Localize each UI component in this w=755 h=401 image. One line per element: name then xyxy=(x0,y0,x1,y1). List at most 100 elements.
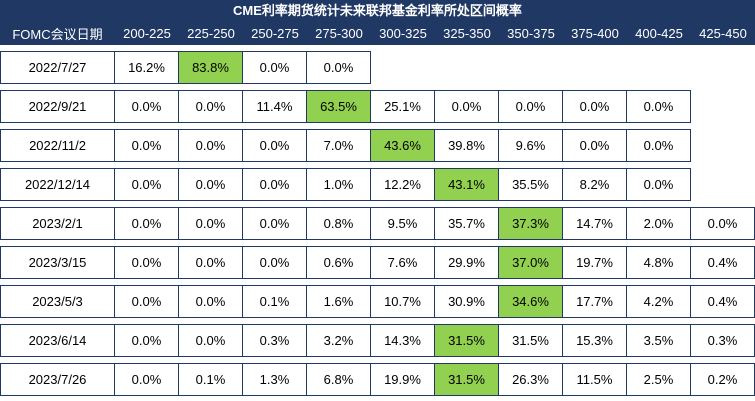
probability-cell-highlighted: 37.3% xyxy=(499,207,563,240)
table-row: 2023/6/14 0.0% 0.0% 0.3% 3.2% 14.3% 31.5% 31.5%… xyxy=(0,324,755,357)
probability-cell: 12.2% xyxy=(371,168,435,201)
probability-cell: 0.0% xyxy=(243,129,307,162)
probability-cell: 0.0% xyxy=(243,168,307,201)
probability-cell: 1.0% xyxy=(307,168,371,201)
rate-range-column-header: 325-350 xyxy=(443,26,491,41)
probability-cell-highlighted: 37.0% xyxy=(499,246,563,279)
probability-cell: 0.0% xyxy=(563,90,627,123)
probability-cell: 19.7% xyxy=(563,246,627,279)
probability-cell: 2.0% xyxy=(627,207,691,240)
empty-cell xyxy=(691,129,755,162)
probability-cell: 35.5% xyxy=(499,168,563,201)
probability-cell: 4.2% xyxy=(627,285,691,318)
probability-cell: 0.3% xyxy=(243,324,307,357)
probability-cell: 0.2% xyxy=(691,363,755,396)
probability-cell: 0.8% xyxy=(307,207,371,240)
probability-cell: 14.3% xyxy=(371,324,435,357)
table-row: 2022/9/21 0.0% 0.0% 11.4% 63.5% 25.1% 0.0% 0.0%… xyxy=(0,90,755,123)
probability-cell: 0.0% xyxy=(691,207,755,240)
probability-cell: 29.9% xyxy=(435,246,499,279)
probability-cell: 0.0% xyxy=(563,129,627,162)
rate-range-column-header: 375-400 xyxy=(571,26,619,41)
probability-cell: 11.4% xyxy=(243,90,307,123)
probability-cell: 0.0% xyxy=(307,51,371,84)
probability-cell: 30.9% xyxy=(435,285,499,318)
table-row: 2022/11/2 0.0% 0.0% 0.0% 7.0% 43.6% 39.8% 9.6% 0… xyxy=(0,129,755,162)
probability-cell: 0.0% xyxy=(115,363,179,396)
probability-cell: 1.3% xyxy=(243,363,307,396)
probability-cell: 4.8% xyxy=(627,246,691,279)
probability-cell: 0.6% xyxy=(307,246,371,279)
fomc-date-cell: 2022/7/27 xyxy=(0,51,115,84)
probability-cell: 0.0% xyxy=(115,246,179,279)
fomc-date-cell: 2023/3/15 xyxy=(0,246,115,279)
table-row: 2023/3/15 0.0% 0.0% 0.0% 0.6% 7.6% 29.9% 37.0% 1… xyxy=(0,246,755,279)
probability-cell: 25.1% xyxy=(371,90,435,123)
probability-cell: 10.7% xyxy=(371,285,435,318)
empty-cell xyxy=(371,51,435,84)
probability-cell: 7.0% xyxy=(307,129,371,162)
probability-cell: 9.5% xyxy=(371,207,435,240)
column-header-row: FOMC会议日期 200-225 225-250 250-275 275-300 300-… xyxy=(0,22,755,45)
empty-cell xyxy=(627,51,691,84)
fomc-date-cell: 2023/5/3 xyxy=(0,285,115,318)
rate-range-column-header: 250-275 xyxy=(251,26,299,41)
empty-cell xyxy=(499,51,563,84)
probability-cell-highlighted: 31.5% xyxy=(435,363,499,396)
table-row: 2023/5/3 0.0% 0.0% 0.1% 1.6% 10.7% 30.9% 34.6% 1… xyxy=(0,285,755,318)
probability-cell: 0.0% xyxy=(179,324,243,357)
probability-cell: 31.5% xyxy=(499,324,563,357)
probability-cell: 0.4% xyxy=(691,246,755,279)
fomc-date-cell: 2022/11/2 xyxy=(0,129,115,162)
empty-cell xyxy=(435,51,499,84)
fomc-date-cell: 2023/6/14 xyxy=(0,324,115,357)
probability-cell: 0.0% xyxy=(115,168,179,201)
rate-range-column-header: 200-225 xyxy=(123,26,171,41)
empty-cell xyxy=(563,51,627,84)
probability-cell: 0.4% xyxy=(691,285,755,318)
probability-cell: 0.0% xyxy=(179,285,243,318)
rate-range-column-header: 350-375 xyxy=(507,26,555,41)
table-body: 2022/7/27 16.2% 83.8% 0.0% 0.0% 2022/9/21 0.0%… xyxy=(0,51,755,396)
table-row: 2023/7/26 0.0% 0.1% 1.3% 6.8% 19.9% 31.5% 26.3%… xyxy=(0,363,755,396)
empty-cell xyxy=(691,51,755,84)
probability-cell: 26.3% xyxy=(499,363,563,396)
probability-cell: 0.3% xyxy=(691,324,755,357)
probability-cell: 14.7% xyxy=(563,207,627,240)
probability-cell: 6.8% xyxy=(307,363,371,396)
probability-cell: 0.0% xyxy=(243,51,307,84)
probability-cell: 0.0% xyxy=(627,90,691,123)
probability-cell-highlighted: 34.6% xyxy=(499,285,563,318)
table-title: CME利率期货统计未来联邦基金利率所处区间概率 xyxy=(0,0,755,22)
table-row: 2023/2/1 0.0% 0.0% 0.0% 0.8% 9.5% 35.7% 37.3% 14… xyxy=(0,207,755,240)
probability-cell: 0.1% xyxy=(243,285,307,318)
probability-cell: 0.0% xyxy=(179,207,243,240)
empty-cell xyxy=(691,168,755,201)
probability-cell: 0.0% xyxy=(179,129,243,162)
probability-cell: 0.0% xyxy=(627,129,691,162)
probability-cell: 7.6% xyxy=(371,246,435,279)
empty-cell xyxy=(691,90,755,123)
probability-cell: 0.0% xyxy=(179,168,243,201)
probability-cell: 0.0% xyxy=(115,90,179,123)
probability-cell: 0.0% xyxy=(115,207,179,240)
probability-cell: 0.0% xyxy=(499,90,563,123)
probability-cell-highlighted: 63.5% xyxy=(307,90,371,123)
probability-cell: 0.0% xyxy=(179,246,243,279)
fomc-date-cell: 2022/9/21 xyxy=(0,90,115,123)
rate-range-column-header: 425-450 xyxy=(699,26,747,41)
probability-cell: 2.5% xyxy=(627,363,691,396)
probability-cell: 15.3% xyxy=(563,324,627,357)
probability-cell: 35.7% xyxy=(435,207,499,240)
probability-cell: 0.0% xyxy=(243,207,307,240)
rate-range-column-header: 400-425 xyxy=(635,26,683,41)
probability-cell: 0.0% xyxy=(115,324,179,357)
probability-cell: 3.2% xyxy=(307,324,371,357)
fomc-date-cell: 2023/2/1 xyxy=(0,207,115,240)
probability-cell-highlighted: 43.1% xyxy=(435,168,499,201)
probability-cell-highlighted: 43.6% xyxy=(371,129,435,162)
probability-cell: 0.1% xyxy=(179,363,243,396)
probability-cell: 17.7% xyxy=(563,285,627,318)
fomc-date-cell: 2022/12/14 xyxy=(0,168,115,201)
